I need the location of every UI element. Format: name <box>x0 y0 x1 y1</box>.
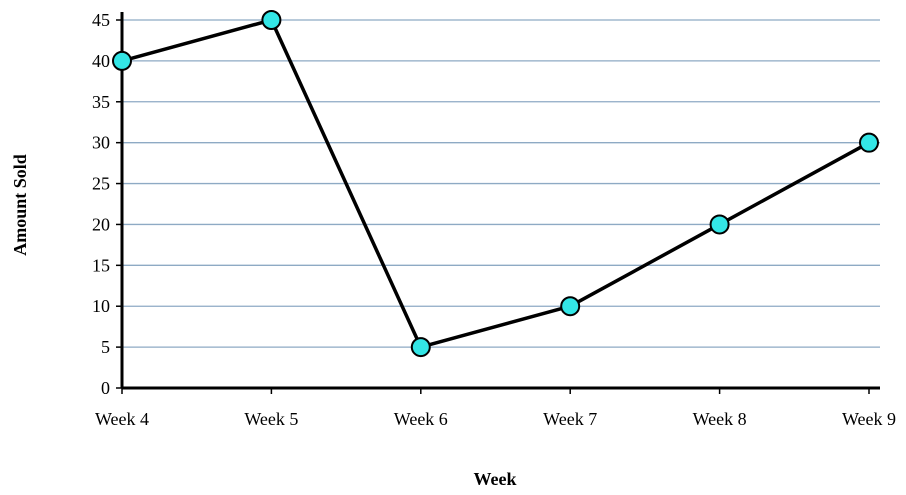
y-axis-title: Amount Sold <box>10 154 30 256</box>
data-point <box>709 214 730 235</box>
y-tick-label: 25 <box>92 174 110 194</box>
y-tick-label: 5 <box>101 337 110 357</box>
series <box>112 10 879 358</box>
y-tick-label: 15 <box>92 255 110 275</box>
y-tick-label: 35 <box>92 92 110 112</box>
y-tick-label: 0 <box>101 378 110 398</box>
y-tick-label: 30 <box>92 133 110 153</box>
y-tick-label: 20 <box>92 214 110 234</box>
x-tick-label: Week 9 <box>842 409 896 429</box>
data-point <box>859 132 879 153</box>
x-tick-label: Week 4 <box>95 409 149 429</box>
y-tick-label: 10 <box>92 296 110 316</box>
series-line <box>121 18 870 349</box>
y-tick-label: 40 <box>92 51 110 71</box>
data-point <box>560 296 581 317</box>
x-tick-label: Week 7 <box>543 409 597 429</box>
x-axis-ticks: Week 4 Week 5 Week 6 Week 7 Week 8 Week 9 <box>95 388 896 429</box>
y-tick-label: 45 <box>92 10 110 30</box>
data-point <box>112 50 132 71</box>
data-point <box>410 337 431 358</box>
y-axis-ticks: 0 5 10 15 20 25 30 35 40 45 <box>92 10 122 398</box>
axes <box>120 12 880 390</box>
x-tick-label: Week 8 <box>693 409 747 429</box>
gridlines <box>122 19 880 348</box>
data-point <box>261 10 282 30</box>
x-tick-label: Week 5 <box>244 409 298 429</box>
x-axis-title: Week <box>474 469 517 489</box>
x-tick-label: Week 6 <box>394 409 448 429</box>
